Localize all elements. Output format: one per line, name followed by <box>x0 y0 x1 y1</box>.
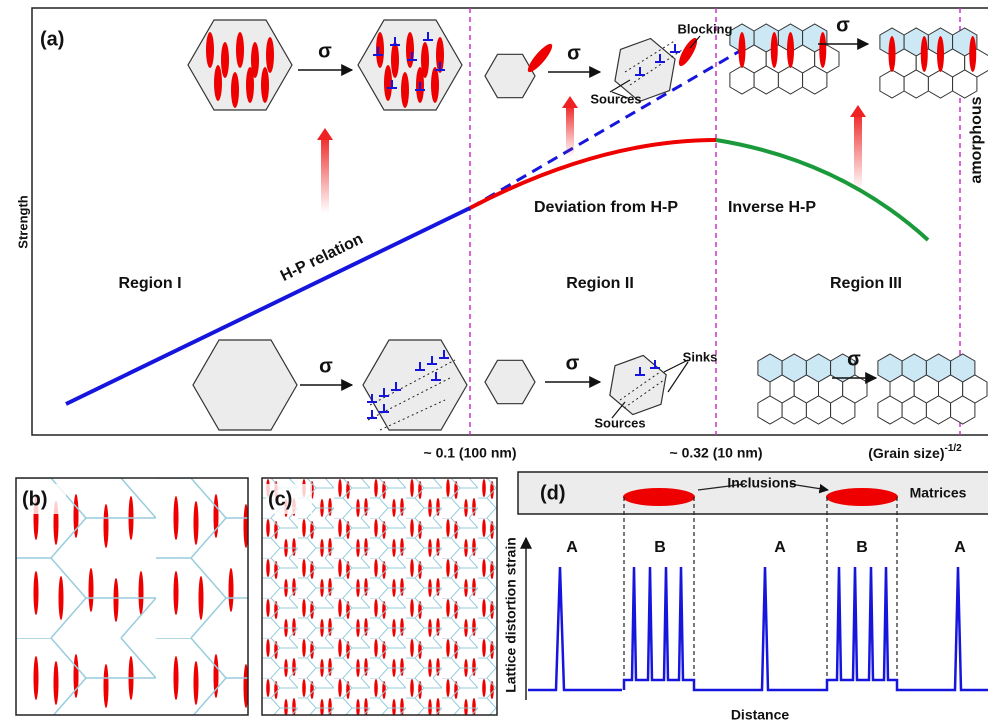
zone-label: B <box>654 539 666 556</box>
precipitate <box>819 32 826 68</box>
inverse-curve <box>716 140 928 240</box>
precipitate <box>206 32 214 68</box>
precipitate <box>261 67 269 103</box>
precipitate <box>889 36 896 72</box>
precipitate <box>231 72 239 108</box>
precipitate <box>236 32 244 68</box>
x-axis-text: (Grain size) <box>868 445 944 461</box>
precipitate <box>401 72 409 108</box>
matrices-label: Matrices <box>910 485 967 501</box>
precipitate <box>384 65 392 101</box>
region-label: Region I <box>118 275 181 292</box>
dislocation <box>670 44 680 52</box>
zone-label: A <box>954 539 966 556</box>
panel-label: (c) <box>268 488 292 510</box>
precipitate <box>266 37 274 73</box>
inclusion <box>826 488 898 506</box>
panel-label: (a) <box>40 28 64 50</box>
annotation: Sources <box>590 91 641 106</box>
grain <box>485 54 535 97</box>
precipitate <box>921 36 928 72</box>
panel-b: (b) <box>16 478 248 715</box>
deviation-curve <box>470 140 716 208</box>
panel-a: σ σ σ σ σ σ (a) Strength H-P relation Deviati… <box>15 8 988 461</box>
precipitate <box>214 65 222 101</box>
x-mark-label: ~ 0.32 (10 nm) <box>670 445 763 461</box>
amorphous-label: amorphous <box>968 96 985 183</box>
precipitate <box>771 32 778 68</box>
precipitate <box>246 67 254 103</box>
x-mark-label: ~ 0.1 (100 nm) <box>424 445 517 461</box>
precipitate <box>391 42 399 78</box>
sigma: σ <box>566 352 580 374</box>
zone-label: B <box>856 539 868 556</box>
precipitate <box>739 32 746 68</box>
panel-d: (d) Inclusions Matrices A B A B A Lattic… <box>503 472 988 723</box>
annotation: Blocking <box>678 21 733 36</box>
grain <box>485 360 535 403</box>
annotation: Sinks <box>683 349 718 364</box>
curve-label: Deviation from H-P <box>534 199 678 216</box>
panel-label: (d) <box>540 482 566 504</box>
sigma: σ <box>319 355 333 377</box>
curve-label: H-P relation <box>278 230 366 285</box>
precipitate <box>525 41 556 75</box>
region-label: Region III <box>830 275 902 292</box>
x-axis-label: Distance <box>731 707 790 723</box>
precipitate <box>787 32 794 68</box>
precipitate <box>937 36 944 72</box>
precipitate <box>406 32 414 68</box>
grain <box>193 340 297 430</box>
y-axis-label: Strength <box>15 195 30 249</box>
sigma: σ <box>567 42 581 64</box>
annotation: Sources <box>594 415 645 430</box>
inclusions-label: Inclusions <box>727 475 796 491</box>
zone-label: A <box>566 539 578 556</box>
x-axis-exponent: -1/2 <box>945 443 963 454</box>
sigma: σ <box>847 348 861 370</box>
inclusion <box>623 488 695 506</box>
y-axis-label: Lattice distortion strain <box>503 537 519 693</box>
sigma: σ <box>318 40 332 62</box>
figure: σ σ σ σ σ σ (a) Strength H-P relation Deviati… <box>0 0 988 725</box>
precipitate <box>221 42 229 78</box>
grain <box>363 340 467 430</box>
dislocation <box>367 410 377 418</box>
panel-label: (b) <box>22 488 48 510</box>
panel-c: (c) <box>262 478 497 715</box>
region-label: Region II <box>566 275 634 292</box>
sigma: σ <box>836 14 850 36</box>
strain-profile <box>528 567 988 690</box>
zone-label: A <box>774 539 786 556</box>
x-axis-label: (Grain size)-1/2 <box>868 443 962 461</box>
grain <box>601 350 675 419</box>
precipitate <box>969 36 976 72</box>
curve-label: Inverse H-P <box>728 199 816 216</box>
precipitate <box>431 67 439 103</box>
